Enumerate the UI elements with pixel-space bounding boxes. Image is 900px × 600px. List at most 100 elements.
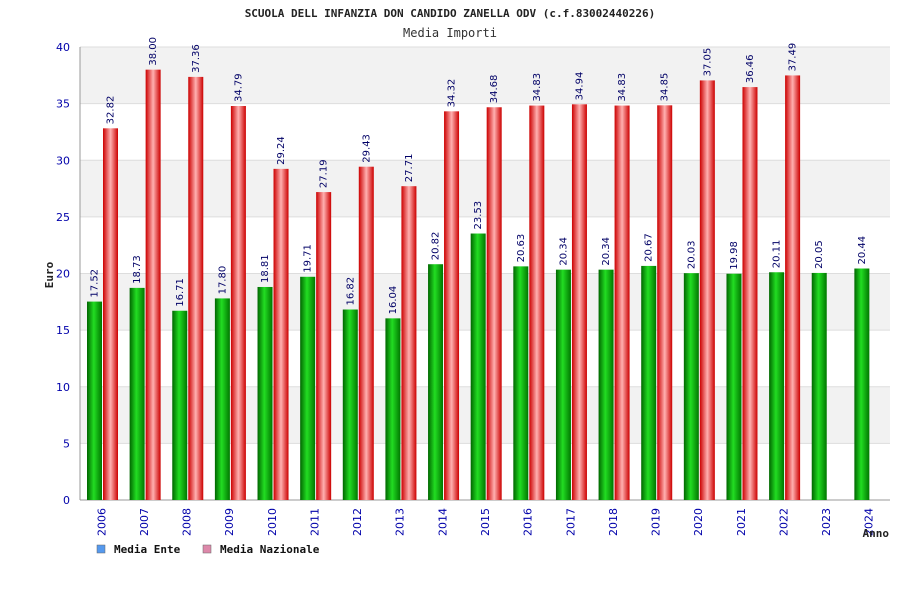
bar-media-ente — [598, 269, 614, 500]
data-label: 34.32 — [447, 79, 458, 108]
bar-media-nazionale — [188, 76, 204, 500]
data-label: 37.05 — [702, 48, 713, 77]
x-tick-label: 2016 — [522, 508, 535, 536]
data-label: 16.04 — [388, 286, 399, 315]
y-tick-label: 30 — [56, 154, 70, 167]
legend: Media Ente Media Nazionale — [96, 543, 320, 556]
data-label: 34.79 — [233, 73, 244, 102]
x-tick-label: 2019 — [650, 508, 663, 536]
x-tick-label: 2023 — [820, 508, 833, 536]
y-tick-label: 35 — [56, 98, 70, 111]
bar-media-nazionale — [657, 105, 673, 500]
x-tick-label: 2011 — [308, 508, 321, 536]
chart-title: SCUOLA DELL INFANZIA DON CANDIDO ZANELLA… — [245, 7, 656, 20]
bar-media-nazionale — [145, 69, 161, 501]
x-tick-label: 2020 — [692, 508, 705, 536]
x-tick-label: 2021 — [735, 508, 748, 536]
data-label: 20.34 — [601, 237, 612, 266]
data-label: 20.82 — [431, 232, 442, 261]
data-label: 20.05 — [814, 240, 825, 269]
value-labels-group: 17.52 32.82 18.73 38.00 16.71 37.36 17.80 34.79… — [90, 37, 868, 314]
data-label: 29.43 — [361, 134, 372, 163]
data-label: 34.94 — [574, 72, 585, 101]
data-label: 17.52 — [90, 269, 101, 298]
y-tick-label: 15 — [56, 324, 70, 337]
bar-media-ente — [555, 269, 571, 500]
x-tick-label: 2007 — [138, 508, 151, 536]
y-tick-label: 10 — [56, 381, 70, 394]
bar-media-nazionale — [401, 186, 417, 500]
data-label: 20.67 — [644, 233, 655, 262]
bar-media-nazionale — [614, 105, 630, 501]
x-tick-label: 2008 — [181, 508, 194, 536]
x-tick-label: 2006 — [95, 508, 108, 536]
y-tick-label: 5 — [63, 437, 70, 450]
bar-media-ente — [300, 276, 316, 500]
bar-media-nazionale — [230, 106, 246, 501]
bar-media-ente — [513, 266, 529, 500]
bar-media-ente — [811, 272, 827, 500]
bar-media-nazionale — [486, 107, 502, 501]
x-tick-label: 2015 — [479, 508, 492, 536]
bar-media-ente — [257, 286, 273, 500]
bar-media-ente — [470, 233, 486, 500]
data-label: 18.73 — [132, 255, 143, 284]
data-label: 20.63 — [516, 234, 527, 263]
data-label: 34.83 — [617, 73, 628, 102]
data-label: 20.44 — [857, 236, 868, 265]
x-tick-label: 2017 — [564, 508, 577, 536]
x-tick-label: 2022 — [777, 508, 790, 536]
data-label: 38.00 — [148, 37, 159, 66]
data-label: 20.03 — [686, 241, 697, 270]
x-tick-label: 2013 — [394, 508, 407, 536]
data-label: 19.71 — [303, 244, 314, 273]
legend-label-nazionale: Media Nazionale — [220, 543, 320, 556]
bar-media-ente — [769, 272, 785, 500]
x-tick-label: 2024 — [863, 508, 876, 536]
legend-label-ente: Media Ente — [114, 543, 181, 556]
bar-media-nazionale — [316, 192, 332, 501]
y-axis: 0 5 10 15 20 25 30 35 40 — [56, 41, 70, 507]
bar-media-ente — [342, 309, 358, 500]
chart-subtitle: Media Importi — [403, 26, 497, 40]
data-label: 20.34 — [558, 237, 569, 266]
bar-media-ente — [385, 318, 401, 500]
x-tick-label: 2018 — [607, 508, 620, 536]
data-label: 37.36 — [191, 44, 202, 73]
data-label: 29.24 — [276, 136, 287, 165]
data-label: 34.85 — [660, 73, 671, 102]
data-label: 23.53 — [473, 201, 484, 230]
bar-media-nazionale — [699, 80, 715, 500]
bar-media-ente — [683, 273, 699, 500]
x-axis: 2006 2007 2008 2009 2010 2011 2012 2013 2014 2015… — [95, 508, 875, 536]
bar-media-nazionale — [529, 105, 545, 501]
data-label: 34.83 — [532, 73, 543, 102]
y-tick-label: 40 — [56, 41, 70, 54]
bar-media-nazionale — [358, 166, 374, 500]
data-label: 16.82 — [345, 277, 356, 306]
data-label: 19.98 — [729, 241, 740, 270]
bar-media-ente — [641, 265, 657, 500]
bar-media-ente — [87, 301, 102, 500]
bars-group — [87, 69, 870, 501]
bar-media-ente — [428, 264, 444, 500]
bar-media-nazionale — [571, 104, 587, 500]
data-label: 32.82 — [106, 96, 117, 125]
x-tick-label: 2009 — [223, 508, 236, 536]
data-label: 16.71 — [175, 278, 186, 307]
legend-swatch-nazionale — [202, 544, 212, 554]
bar-media-ente — [214, 298, 230, 500]
bar-media-nazionale — [444, 111, 460, 501]
data-label: 18.81 — [260, 254, 271, 283]
x-tick-label: 2012 — [351, 508, 364, 536]
x-tick-label: 2014 — [436, 508, 449, 536]
y-tick-label: 0 — [63, 494, 70, 507]
data-label: 27.19 — [319, 159, 330, 188]
bar-media-nazionale — [785, 75, 801, 500]
y-tick-label: 20 — [56, 268, 70, 281]
y-tick-label: 25 — [56, 211, 70, 224]
bar-media-nazionale — [273, 168, 289, 500]
data-label: 37.49 — [788, 43, 799, 72]
bar-media-ente — [726, 273, 742, 500]
